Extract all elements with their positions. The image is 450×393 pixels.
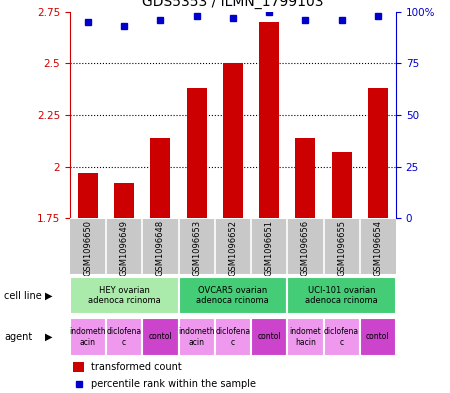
Text: GSM1096653: GSM1096653: [192, 220, 201, 276]
Text: UCI-101 ovarian
adenoca rcinoma: UCI-101 ovarian adenoca rcinoma: [305, 286, 378, 305]
Text: GSM1096656: GSM1096656: [301, 220, 310, 276]
Bar: [287, 277, 396, 314]
Bar: [78, 173, 98, 218]
Text: indomet
hacin: indomet hacin: [289, 327, 321, 347]
Text: transformed count: transformed count: [91, 362, 182, 372]
Bar: [295, 138, 315, 218]
Bar: [215, 318, 251, 356]
Bar: [179, 277, 287, 314]
Text: contol: contol: [148, 332, 172, 342]
Text: indometh
acin: indometh acin: [70, 327, 106, 347]
Bar: [251, 318, 287, 356]
Text: diclofena
c: diclofena c: [215, 327, 251, 347]
Bar: [106, 318, 142, 356]
Title: GDS5353 / ILMN_1799103: GDS5353 / ILMN_1799103: [142, 0, 324, 9]
Bar: [223, 63, 243, 218]
Text: ▶: ▶: [45, 332, 52, 342]
Text: GSM1096652: GSM1096652: [228, 220, 238, 276]
Text: diclofena
c: diclofena c: [107, 327, 142, 347]
Bar: [287, 318, 324, 356]
Bar: [114, 183, 134, 218]
Bar: [368, 88, 388, 218]
Bar: [70, 277, 179, 314]
Text: contol: contol: [366, 332, 390, 342]
Text: HEY ovarian
adenoca rcinoma: HEY ovarian adenoca rcinoma: [88, 286, 161, 305]
Bar: [70, 318, 106, 356]
Text: contol: contol: [257, 332, 281, 342]
Bar: [150, 138, 171, 218]
Text: GSM1096655: GSM1096655: [337, 220, 346, 276]
Text: cell line: cell line: [4, 291, 42, 301]
Bar: [142, 318, 179, 356]
Bar: [187, 88, 207, 218]
Bar: [332, 152, 351, 218]
Text: diclofena
c: diclofena c: [324, 327, 359, 347]
Text: GSM1096649: GSM1096649: [120, 220, 129, 276]
Bar: [179, 318, 215, 356]
Text: GSM1096654: GSM1096654: [374, 220, 382, 276]
Text: OVCAR5 ovarian
adenoca rcinoma: OVCAR5 ovarian adenoca rcinoma: [197, 286, 269, 305]
Bar: [360, 318, 396, 356]
Text: ▶: ▶: [45, 291, 52, 301]
Bar: [259, 22, 279, 218]
Text: percentile rank within the sample: percentile rank within the sample: [91, 379, 256, 389]
Bar: [73, 362, 85, 372]
Text: agent: agent: [4, 332, 33, 342]
Text: GSM1096648: GSM1096648: [156, 220, 165, 276]
Text: GSM1096650: GSM1096650: [83, 220, 92, 276]
Text: GSM1096651: GSM1096651: [265, 220, 274, 276]
Text: indometh
acin: indometh acin: [178, 327, 215, 347]
Bar: [324, 318, 360, 356]
